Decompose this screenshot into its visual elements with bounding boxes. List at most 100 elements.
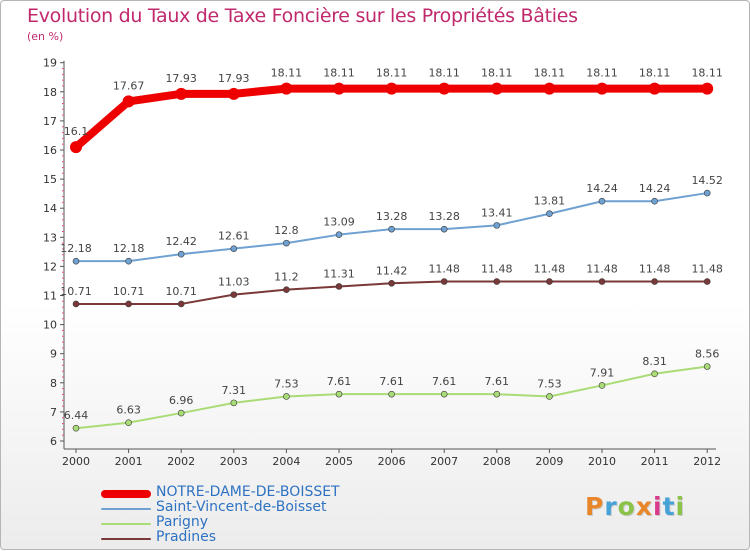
logo-letter: i <box>675 492 686 521</box>
y-tick-label: 15 <box>43 173 57 186</box>
chart-title: Evolution du Taux de Taxe Foncière sur l… <box>27 5 578 27</box>
data-point <box>703 189 711 197</box>
data-label: 7.53 <box>537 377 562 390</box>
data-label: 18.11 <box>376 67 408 80</box>
data-label: 14.52 <box>691 174 723 187</box>
data-label: 18.11 <box>271 67 303 80</box>
data-label: 12.18 <box>113 242 145 255</box>
data-label: 11.48 <box>691 263 723 276</box>
data-point <box>493 390 501 398</box>
x-tick-label: 2007 <box>430 455 458 468</box>
data-point <box>546 278 553 285</box>
x-tick-label: 2010 <box>588 455 616 468</box>
data-label: 13.28 <box>376 210 408 223</box>
data-label: 11.48 <box>481 263 513 276</box>
data-point <box>440 390 448 398</box>
y-tick-label: 19 <box>43 57 57 70</box>
legend-label: Parigny <box>156 514 209 530</box>
data-point <box>598 278 606 285</box>
data-label: 13.41 <box>481 206 513 219</box>
data-point <box>125 419 132 426</box>
data-label: 7.91 <box>590 366 615 379</box>
data-point <box>598 382 606 389</box>
data-point <box>280 82 293 95</box>
x-tick-label: 2006 <box>378 455 406 468</box>
legend-label: Saint-Vincent-de-Boisset <box>156 499 327 515</box>
data-label: 11.48 <box>586 263 618 276</box>
data-point <box>70 141 82 154</box>
data-label: 11.2 <box>274 271 299 284</box>
data-label: 7.61 <box>379 375 404 388</box>
data-label: 7.61 <box>485 375 510 388</box>
legend-swatch <box>101 538 151 540</box>
data-point <box>493 278 501 285</box>
data-label: 18.11 <box>691 67 723 80</box>
x-tick-label: 2004 <box>272 455 300 468</box>
x-tick-label: 2005 <box>325 455 353 468</box>
data-point <box>651 197 658 205</box>
data-point <box>385 82 398 95</box>
data-label: 11.31 <box>323 267 355 280</box>
data-point <box>598 197 606 205</box>
y-tick-label: 14 <box>43 202 57 215</box>
data-label: 7.61 <box>432 375 457 388</box>
data-point <box>177 409 185 417</box>
logo-letter: t <box>662 492 676 521</box>
data-label: 14.24 <box>639 182 671 195</box>
data-label: 6.96 <box>169 394 194 407</box>
y-tick-label: 17 <box>43 115 57 128</box>
y-tick-label: 10 <box>43 319 57 332</box>
data-point <box>177 250 185 258</box>
data-point <box>388 279 395 287</box>
data-label: 11.48 <box>639 263 671 276</box>
y-tick-label: 11 <box>43 290 57 303</box>
data-label: 17.93 <box>218 72 250 85</box>
data-label: 6.63 <box>116 404 141 417</box>
x-tick-label: 2008 <box>483 455 511 468</box>
legend-label: NOTRE-DAME-DE-BOISSET <box>156 484 340 500</box>
data-label: 17.93 <box>165 72 197 85</box>
data-point <box>335 231 343 238</box>
data-label: 14.24 <box>586 182 618 195</box>
data-point <box>440 278 448 285</box>
data-point <box>388 390 395 398</box>
data-point <box>227 87 240 100</box>
y-tick-label: 6 <box>50 435 57 448</box>
y-tick-label: 18 <box>43 86 57 99</box>
x-tick-label: 2002 <box>167 455 195 468</box>
data-point <box>543 82 556 95</box>
chart-subtitle: (en %) <box>27 30 64 43</box>
data-point <box>438 82 451 95</box>
y-tick-label: 8 <box>50 377 57 390</box>
x-tick-label: 2001 <box>115 455 143 468</box>
data-label: 10.71 <box>165 285 197 298</box>
data-label: 7.61 <box>327 375 352 388</box>
logo-letter: o <box>617 492 636 521</box>
x-tick-label: 2003 <box>220 455 248 468</box>
data-point <box>440 225 448 233</box>
series-line-0 <box>72 84 712 152</box>
data-point <box>546 210 553 218</box>
data-point <box>230 291 238 298</box>
data-label: 12.18 <box>60 242 92 255</box>
data-label: 12.42 <box>165 235 197 248</box>
data-point <box>546 393 553 400</box>
legend-label: Pradines <box>156 529 217 545</box>
logo-letter: i <box>653 492 663 521</box>
logo-letter: r <box>604 492 618 521</box>
data-point <box>648 82 661 95</box>
logo-letter: x <box>635 492 653 521</box>
y-tick-label: 7 <box>50 406 57 419</box>
data-label: 10.71 <box>60 285 92 298</box>
data-label: 18.11 <box>323 67 355 80</box>
data-point <box>125 300 132 308</box>
logo-letter: P <box>585 492 605 521</box>
data-label: 7.53 <box>274 377 299 390</box>
data-label: 12.61 <box>218 230 250 243</box>
data-label: 13.09 <box>323 216 355 229</box>
data-point <box>651 278 658 285</box>
data-point <box>230 399 238 407</box>
proxiti-logo: Proxiti <box>585 492 685 521</box>
data-point <box>335 390 343 398</box>
